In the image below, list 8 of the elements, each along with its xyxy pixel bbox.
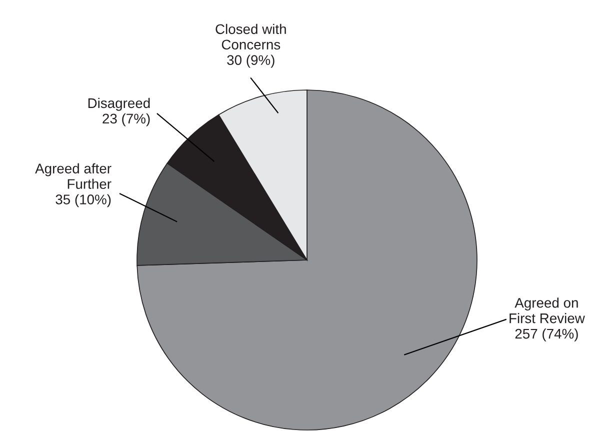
data-label: 35 (10%) xyxy=(56,194,111,208)
slice-label: Disagreed xyxy=(88,98,150,111)
data-label: 30 (9%) xyxy=(227,54,274,68)
data-label: 257 (74%) xyxy=(515,328,578,342)
slice-label: Agreed after Further xyxy=(35,163,112,189)
slice-label: Closed with Concerns xyxy=(216,24,286,50)
slice-label: Agreed on First Review xyxy=(510,298,585,324)
data-label: 23 (7%) xyxy=(102,113,150,126)
